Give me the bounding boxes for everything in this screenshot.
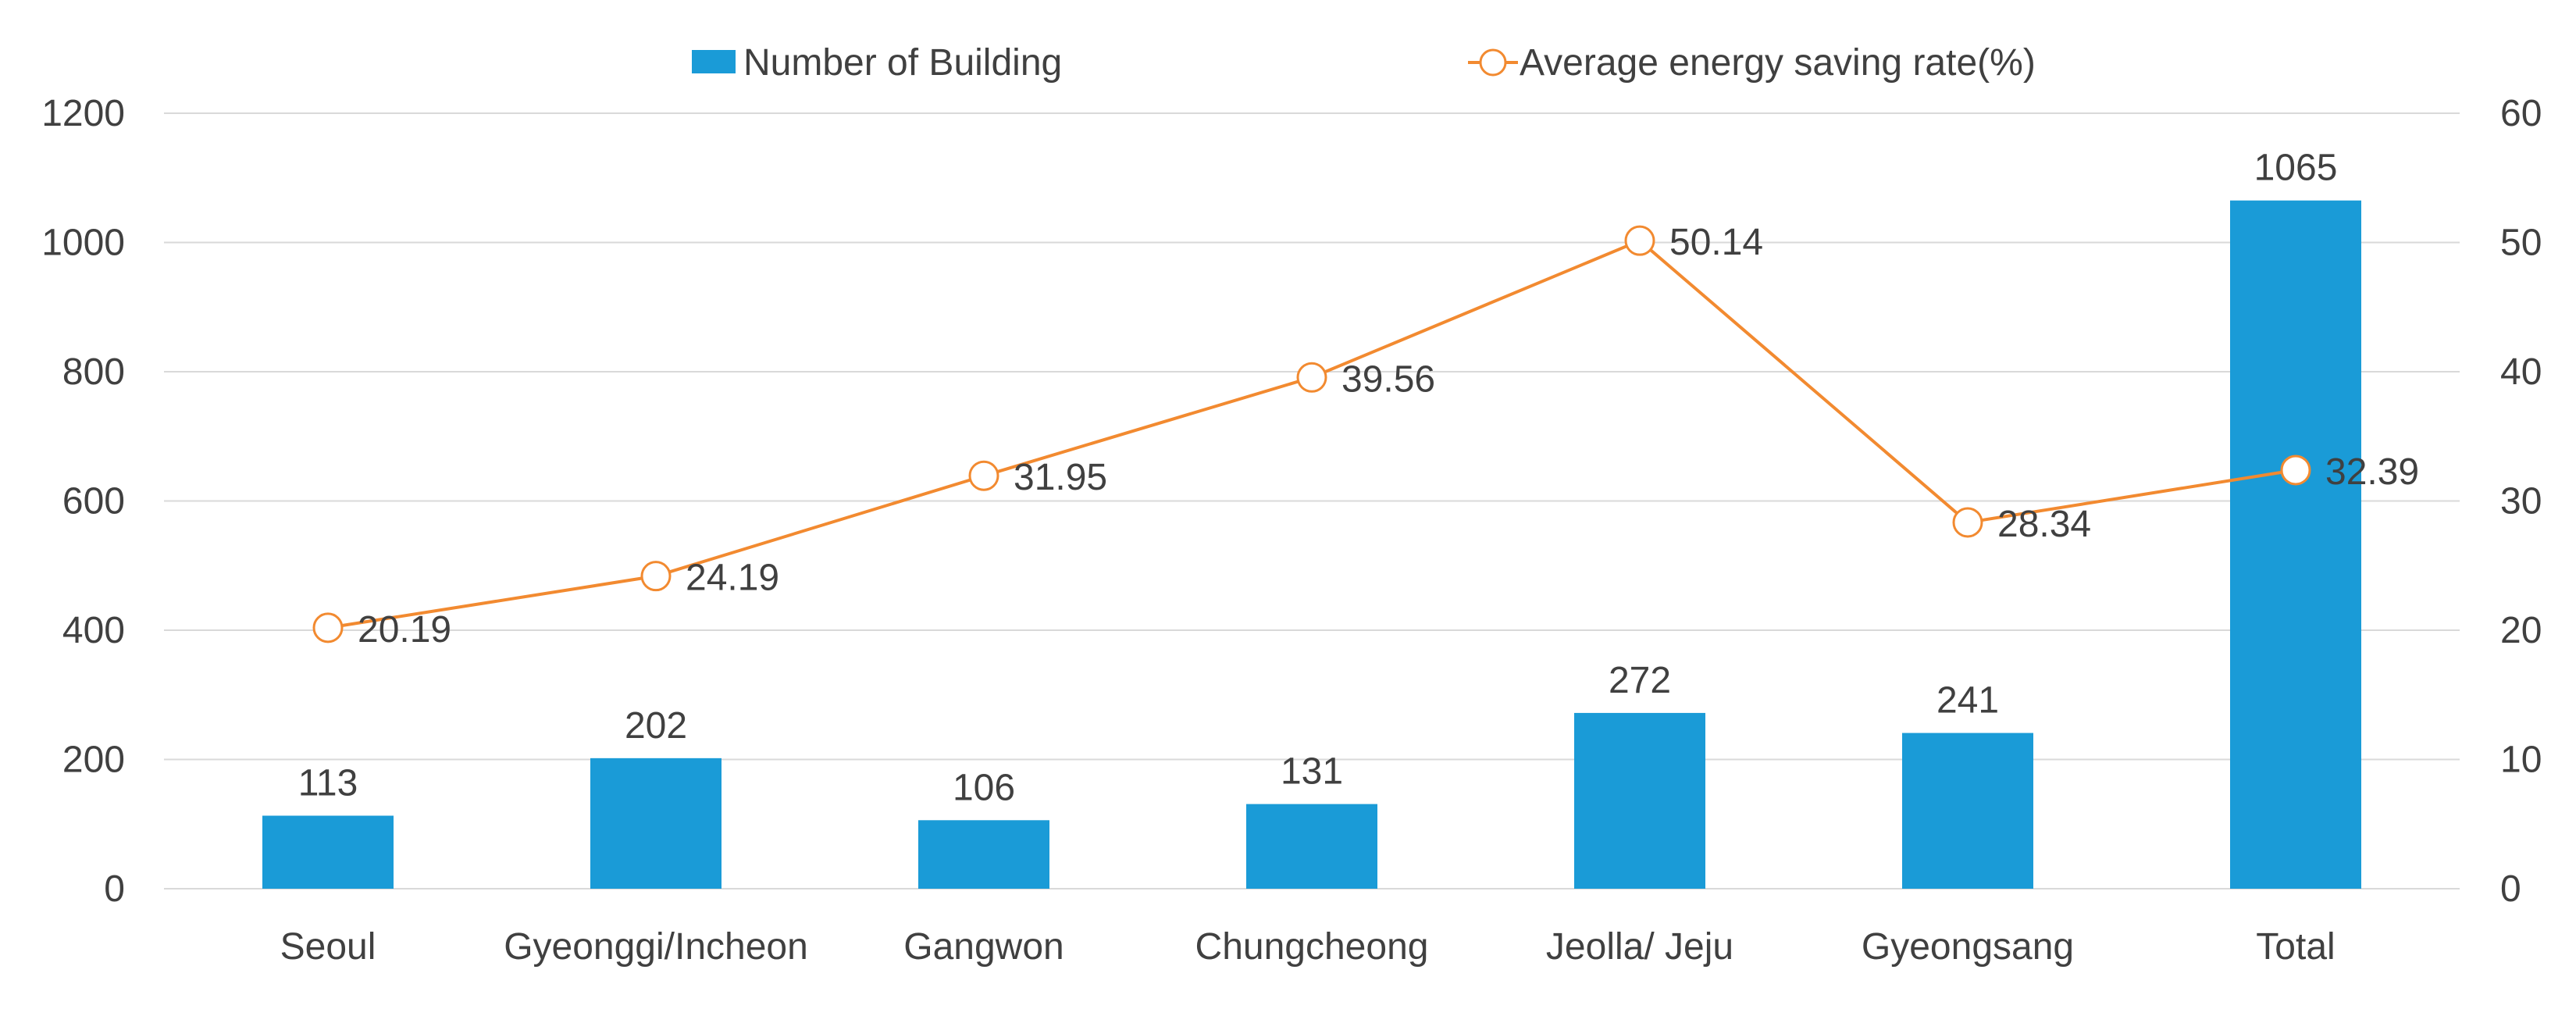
left-axis-tick-label: 800	[62, 351, 125, 393]
bar-gyeonggi-incheon[interactable]	[590, 758, 721, 889]
category-label: Seoul	[280, 926, 376, 968]
x-axis-category-labels: Seoul Gyeonggi/Incheon Gangwon Chungcheong J…	[280, 926, 2336, 968]
bar-data-label: 272	[1609, 660, 1671, 701]
left-axis-tick-label: 400	[62, 610, 125, 651]
line-series	[312, 225, 2311, 643]
bar-data-label: 131	[1281, 751, 1343, 793]
bar-chungcheong[interactable]	[1246, 804, 1377, 889]
left-axis-tick-label: 200	[62, 740, 125, 781]
left-axis-tick-label: 0	[104, 868, 125, 910]
category-label: Chungcheong	[1195, 926, 1429, 968]
bar-series	[262, 200, 2361, 889]
category-label: Gangwon	[903, 926, 1064, 968]
line-data-labels: 20.19 24.19 31.95 39.56 50.14 28.34 32.39	[358, 222, 2419, 651]
category-label: Gyeonggi/Incheon	[504, 926, 808, 968]
right-axis-tick-label: 50	[2500, 223, 2542, 264]
line-data-label: 32.39	[2325, 451, 2419, 493]
bar-data-label: 1065	[2254, 148, 2338, 189]
line-marker[interactable]	[2280, 455, 2311, 486]
legend-bar-swatch	[692, 50, 736, 73]
right-axis-tick-label: 0	[2500, 868, 2521, 910]
line-marker[interactable]	[1296, 362, 1327, 393]
bar-data-label: 113	[298, 762, 358, 804]
line-data-label: 20.19	[358, 609, 451, 651]
line-marker[interactable]	[1624, 225, 1655, 256]
line-marker[interactable]	[312, 612, 344, 643]
left-axis-tick-label: 600	[62, 481, 125, 522]
right-axis-tick-label: 60	[2500, 93, 2542, 134]
bar-gangwon[interactable]	[918, 820, 1049, 889]
category-label: Jeolla/ Jeju	[1546, 926, 1733, 968]
line-data-label: 39.56	[1341, 358, 1435, 400]
line-marker[interactable]	[1952, 507, 1983, 538]
bar-total[interactable]	[2230, 200, 2361, 889]
bar-jeolla-jeju[interactable]	[1574, 712, 1705, 889]
line-data-label: 50.14	[1669, 222, 1763, 263]
bar-gyeongsang[interactable]	[1902, 733, 2033, 889]
right-axis-tick-label: 10	[2500, 740, 2542, 781]
line-data-label: 24.19	[686, 558, 779, 599]
line-data-label: 28.34	[1997, 504, 2091, 545]
right-axis-tick-label: 20	[2500, 610, 2542, 651]
legend[interactable]: Number of Building Average energy saving…	[692, 42, 2036, 84]
line-data-label: 31.95	[1014, 457, 1107, 498]
bar-data-label: 202	[625, 705, 687, 747]
saving-rate-line	[327, 238, 2296, 629]
bar-data-label: 241	[1936, 680, 1999, 722]
right-axis-tick-label: 40	[2500, 351, 2542, 393]
line-marker[interactable]	[968, 460, 999, 491]
legend-line-label: Average energy saving rate(%)	[1520, 42, 2036, 84]
line-marker[interactable]	[640, 561, 672, 592]
category-label: Total	[2256, 926, 2335, 968]
left-axis-tick-label: 1000	[41, 223, 125, 264]
category-label: Gyeongsang	[1862, 926, 2074, 968]
bar-data-label: 106	[953, 767, 1015, 808]
left-axis-tick-label: 1200	[41, 93, 125, 134]
right-axis-tick-label: 30	[2500, 481, 2542, 522]
bar-seoul[interactable]	[262, 815, 394, 889]
bar-data-labels: 113 202 106 131 272 241 1065	[298, 148, 2338, 809]
legend-bar-label: Number of Building	[743, 42, 1062, 84]
left-y-axis: 0 200 400 600 800 1000 1200	[41, 93, 125, 910]
legend-line-marker	[1479, 48, 1507, 77]
right-y-axis: 0 10 20 30 40 50 60	[2500, 93, 2542, 910]
